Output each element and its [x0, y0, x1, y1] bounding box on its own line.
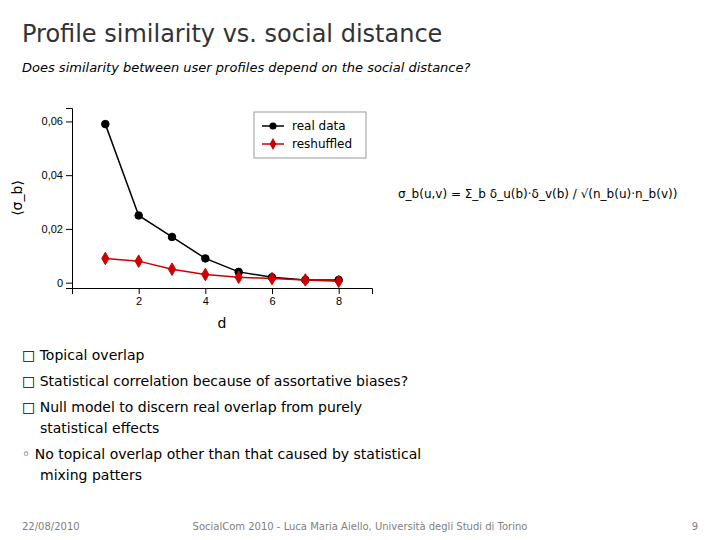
chart: Profile similarity vs. social distance Do… [0, 0, 720, 540]
y-axis: 0 0,02 0,04 0,06 [42, 109, 73, 289]
x-tick-label: 4 [203, 295, 209, 307]
footer: SocialCom 2010 - Luca Maria Aiello, Univ… [193, 521, 528, 532]
formula: σ_b(u,v) = Σ_b δ_u(b)·δ_v(b) / √(n_b(u)·… [398, 187, 677, 201]
note: □ Null model to discern real overlap fro… [22, 399, 362, 415]
y-tick-label: 0,02 [42, 223, 63, 235]
point [168, 263, 175, 275]
point [202, 268, 209, 280]
x-tick-label: 6 [269, 295, 275, 307]
point [202, 255, 210, 263]
x-tick-mark [139, 288, 140, 294]
point [135, 255, 142, 267]
legend-swatch-marker [270, 138, 277, 150]
subtitle: Does similarity between user profiles de… [22, 60, 470, 75]
footer: 22/08/2010 [22, 521, 80, 532]
point [102, 120, 110, 128]
legend-box [254, 112, 366, 158]
y-tick: 0,02 [42, 223, 72, 235]
y-axis-title: ⟨σ_b⟩ [9, 180, 25, 216]
legend-item: real data [262, 119, 346, 133]
x-tick-mark [205, 288, 206, 294]
y-tick: 0,06 [42, 115, 72, 127]
x-tick-mark [272, 288, 273, 294]
x-tick-label: 2 [136, 295, 142, 307]
point [302, 274, 309, 286]
plot: 2 4 6 8 0 0,02 0,04 0,06 real data reshuffled [42, 109, 373, 307]
legend-label: reshuffled [292, 137, 352, 151]
y-tick-label: 0,04 [42, 169, 63, 181]
point [335, 275, 342, 287]
note: □ Topical overlap [22, 347, 144, 363]
y-tick-label: 0 [57, 277, 63, 289]
x-tick-mark [339, 288, 340, 294]
legend-label: real data [292, 119, 346, 133]
note: □ Statistical correlation because of ass… [22, 373, 408, 389]
note: statistical effects [40, 420, 159, 436]
y-tick-mark [66, 283, 72, 284]
title: Profile similarity vs. social distance [22, 20, 442, 48]
y-tick-mark [66, 175, 72, 176]
x-tick: 2 [136, 288, 142, 307]
x-axis-title: d [218, 315, 227, 331]
y-tick: 0,04 [42, 169, 72, 181]
legend-item: reshuffled [262, 137, 352, 151]
legend: real data reshuffled [254, 112, 366, 158]
y-tick-label: 0,06 [42, 115, 63, 127]
point [102, 252, 109, 264]
y-axis-line [66, 109, 73, 289]
legend-swatch-marker [269, 122, 276, 129]
note: ◦ No topical overlap other than that cau… [22, 446, 421, 462]
point [168, 233, 176, 241]
footer: 9 [692, 521, 698, 532]
point [268, 272, 275, 284]
x-tick-label: 8 [336, 295, 342, 307]
y-tick: 0 [57, 277, 72, 289]
x-tick: 6 [269, 288, 275, 307]
y-tick-mark [66, 229, 72, 230]
point [235, 271, 242, 283]
x-axis: 2 4 6 8 [73, 288, 373, 307]
x-tick: 8 [336, 288, 342, 307]
x-tick: 4 [203, 288, 209, 307]
y-tick-mark [66, 121, 72, 122]
point [135, 212, 143, 220]
x-axis-line [73, 289, 373, 295]
note: mixing patters [40, 467, 142, 483]
